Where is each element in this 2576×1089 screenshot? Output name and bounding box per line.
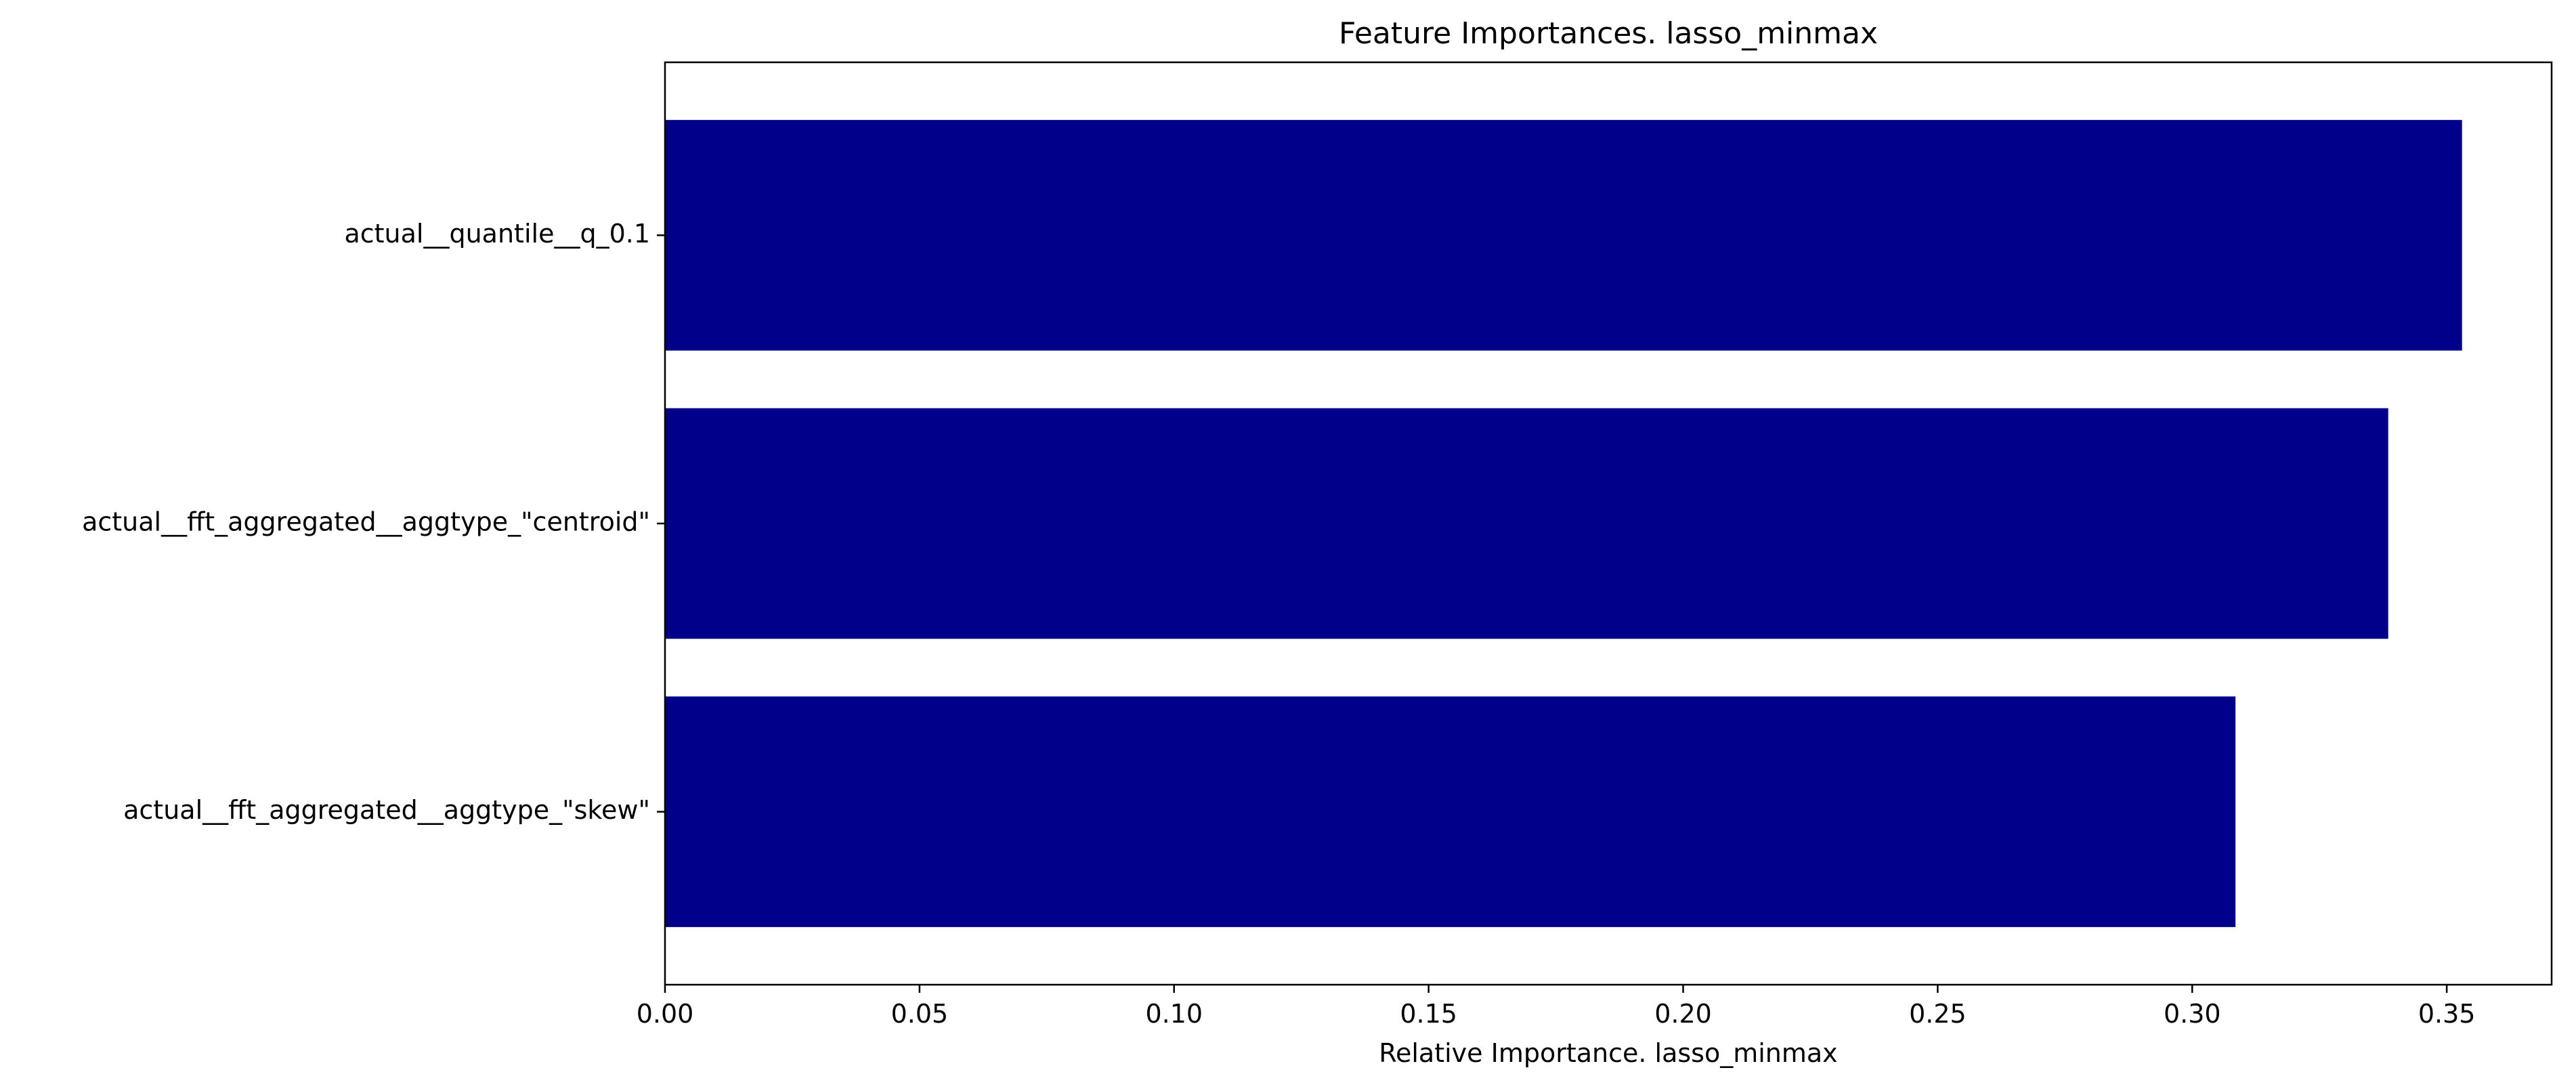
bar-0 — [665, 120, 2462, 351]
y-tick-label: actual__fft_aggregated__aggtype_"centroi… — [82, 507, 650, 537]
bar-1 — [665, 408, 2388, 639]
bars-group — [665, 120, 2462, 927]
x-tick-label: 0.00 — [637, 999, 694, 1029]
x-axis-label: Relative Importance. lasso_minmax — [1379, 1038, 1837, 1068]
x-tick-label: 0.15 — [1400, 999, 1457, 1029]
y-axis-ticks: actual__quantile__q_0.1 actual__fft_aggre… — [82, 219, 665, 825]
x-axis-ticks: 0.00 0.05 0.10 0.15 0.20 0.25 0.30 0.35 — [637, 985, 2476, 1029]
x-tick-label: 0.25 — [1909, 999, 1967, 1029]
x-tick-label: 0.20 — [1654, 999, 1712, 1029]
chart-title: Feature Importances. lasso_minmax — [1339, 16, 1878, 51]
y-tick-label: actual__fft_aggregated__aggtype_"skew" — [123, 795, 650, 825]
x-tick-label: 0.05 — [891, 999, 949, 1029]
x-tick-label: 0.30 — [2164, 999, 2221, 1029]
bar-2 — [665, 696, 2236, 927]
y-tick-label: actual__quantile__q_0.1 — [344, 219, 650, 249]
plot-frame — [664, 61, 2553, 986]
x-tick-label: 0.35 — [2418, 999, 2476, 1029]
x-tick-label: 0.10 — [1145, 999, 1203, 1029]
